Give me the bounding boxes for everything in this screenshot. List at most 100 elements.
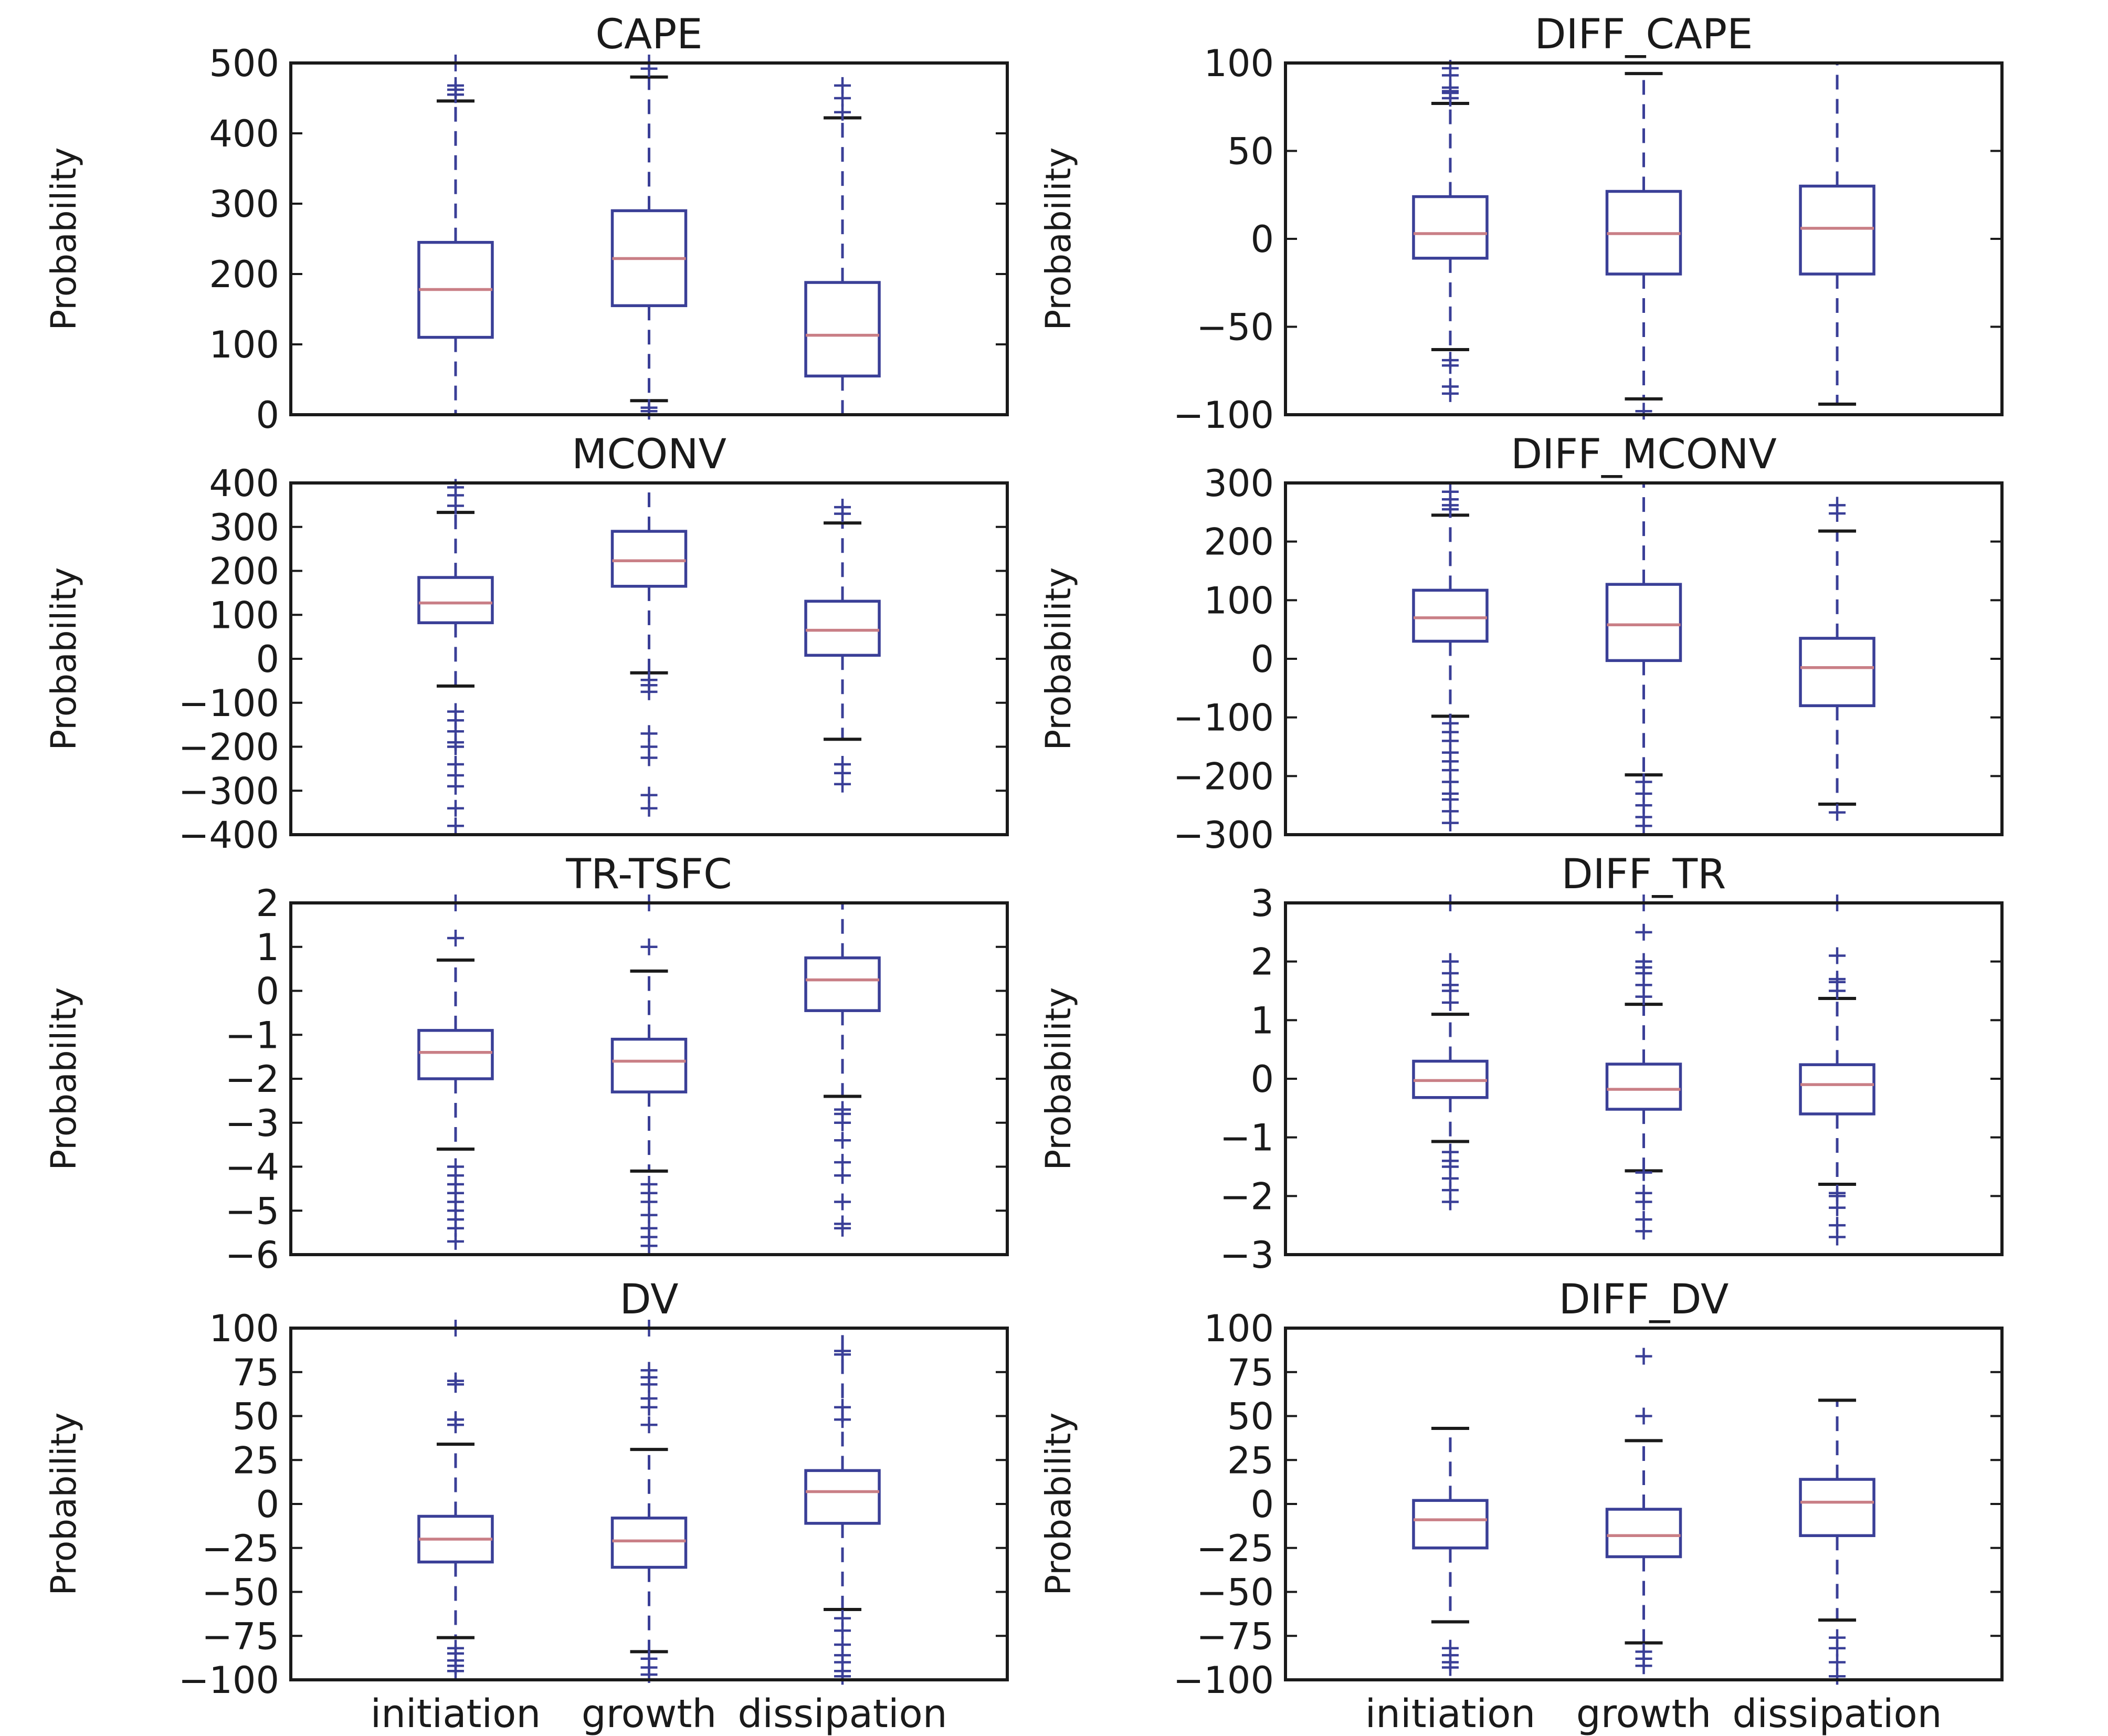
panel-6-ytick-label: −100 <box>178 1659 279 1702</box>
panel-4-frame <box>289 901 1009 1256</box>
panel-2-ytick-label: 100 <box>209 594 279 637</box>
panel-7-ytick-label: −50 <box>1196 1571 1274 1614</box>
panel-5-ytick-label: 1 <box>1250 999 1274 1042</box>
panel-3-initiation-box <box>1412 483 1489 832</box>
panel-6-dissipation-iqr-rect <box>804 1469 881 1525</box>
panel-3-ytick-label: 200 <box>1204 521 1274 564</box>
panel-4-ytick-label: −2 <box>225 1058 279 1101</box>
panel-1-initiation-iqr-rect <box>1412 195 1489 260</box>
panel-0-dissipation-iqr-rect <box>804 281 881 378</box>
panel-7-ytick-label: 50 <box>1227 1395 1274 1438</box>
panel-0-ylabel: Probability <box>44 148 84 331</box>
panel-2-ytick-label: −200 <box>178 726 279 769</box>
panel-4-initiation-box <box>417 895 494 1250</box>
panel-7-dissipation-iqr-rect <box>1799 1478 1875 1538</box>
panel-6-ytick-label: 50 <box>233 1395 279 1438</box>
panel-2-ytick-label: 300 <box>209 506 279 549</box>
panel-2: MCONV Probability −400−300−200−10001002003… <box>44 431 1009 857</box>
panel-5-growth-box <box>1605 895 1682 1240</box>
panel-7-dissipation-box <box>1799 1398 1875 1685</box>
panel-3-growth-iqr-rect <box>1605 583 1682 662</box>
panel-0-title: CAPE <box>595 11 702 58</box>
panel-1-initiation-box <box>1412 60 1489 402</box>
panel-5-growth-iqr-rect <box>1605 1062 1682 1111</box>
panel-2-ytick-label: 400 <box>209 462 279 505</box>
panel-3-ytick-label: 300 <box>1204 462 1274 505</box>
panel-3-title: DIFF_MCONV <box>1511 431 1777 478</box>
panel-2-dissipation-box <box>804 499 881 793</box>
panel-3: DIFF_MCONV Probability −300 −200 −100 0 100 200… <box>1038 431 2004 857</box>
panel-4-ytick-label: 0 <box>256 970 279 1013</box>
panel-3-ytick-label: 0 <box>1250 638 1274 681</box>
panel-2-ytick-label: −300 <box>178 770 279 813</box>
panel-1-ytick-label: 50 <box>1227 130 1274 173</box>
panel-5: DIFF_TR Probability −3 −2 −1 0 1 2 3 <box>1038 851 2004 1277</box>
panel-0-ytick-label: 300 <box>209 183 279 226</box>
panel-6-initiation-box <box>417 1320 494 1680</box>
panel-3-dissipation-box <box>1799 497 1875 821</box>
panel-2-title: MCONV <box>572 431 726 478</box>
panel-0-ytick-label: 500 <box>209 42 279 85</box>
panel-0-dissipation-box <box>804 77 881 416</box>
panel-4-dissipation-box <box>804 901 881 1237</box>
panel-5-dissipation-box <box>1799 895 1875 1246</box>
panel-3-dissipation-iqr-rect <box>1799 637 1875 708</box>
panel-3-ytick-label: 100 <box>1204 579 1274 622</box>
panel-7-ytick-label: −100 <box>1173 1659 1274 1702</box>
panel-6-xcat-dissipation: dissipation <box>737 1691 947 1736</box>
panel-3-ytick-label: −100 <box>1173 697 1274 740</box>
panel-7-title: DIFF_DV <box>1559 1276 1729 1323</box>
panel-3-frame <box>1284 481 2004 836</box>
panel-6-ytick-label: −75 <box>202 1615 279 1658</box>
panel-5-ytick-label: 2 <box>1250 941 1274 984</box>
panel-4-growth-iqr-rect <box>610 1037 688 1093</box>
panel-4-ytick-label: −3 <box>225 1102 279 1145</box>
panel-4-initiation-iqr-rect <box>417 1029 494 1080</box>
panel-2-initiation-box <box>417 479 494 835</box>
panel-4-dissipation-iqr-rect <box>804 956 881 1012</box>
panel-7-ytick-label: 100 <box>1204 1307 1274 1350</box>
panel-1-ytick-label: −100 <box>1173 394 1274 437</box>
panel-7-ytick-label: 0 <box>1250 1483 1274 1526</box>
panel-2-initiation-iqr-rect <box>417 576 494 625</box>
panel-1-ylabel: Probability <box>1038 148 1079 331</box>
panel-6-xcat-initiation: initiation <box>371 1691 541 1736</box>
panel-4-ytick-label: −6 <box>225 1234 279 1277</box>
panel-7-ylabel: Probability <box>1038 1413 1079 1596</box>
panel-2-growth-iqr-rect <box>610 530 688 588</box>
panel-7: DIFF_DV Probability −100−75−50−25025507510… <box>1038 1276 2004 1736</box>
panel-2-ytick-label: −100 <box>178 682 279 725</box>
panel-6-xcat-growth: growth <box>582 1691 716 1736</box>
panel-4-growth-box <box>610 895 688 1255</box>
panel-0-ytick-label: 100 <box>209 323 279 366</box>
panel-0: CAPE Probability 0 100 200 300 400 500 <box>44 11 1009 437</box>
panel-1-dissipation-box <box>1799 61 1875 406</box>
panel-4-ylabel: Probability <box>44 987 84 1171</box>
panel-2-ytick-label: 200 <box>209 550 279 593</box>
panel-5-dissipation-iqr-rect <box>1799 1063 1875 1116</box>
panel-7-ytick-label: −25 <box>1196 1527 1274 1570</box>
panel-0-ytick-label: 200 <box>209 253 279 296</box>
panel-2-frame <box>289 481 1009 836</box>
panel-7-growth-box <box>1605 1348 1682 1675</box>
panel-3-ylabel: Probability <box>1038 567 1079 751</box>
panel-6-growth-iqr-rect <box>610 1517 688 1569</box>
panel-5-ytick-label: −2 <box>1220 1175 1274 1218</box>
panel-6-ylabel: Probability <box>44 1413 84 1596</box>
panel-1-growth-box <box>1605 72 1682 420</box>
panel-6-ytick-label: 100 <box>209 1307 279 1350</box>
panel-4-ytick-label: −4 <box>225 1146 279 1189</box>
panel-7-frame <box>1284 1327 2004 1681</box>
panel-1-frame <box>1284 61 2004 416</box>
panel-1: DIFF_CAPE Probability −100 −50 0 50 100 <box>1038 11 2004 437</box>
panel-4-title: TR-TSFC <box>565 851 732 898</box>
panel-7-initiation-iqr-rect <box>1412 1499 1489 1550</box>
panel-3-ytick-label: −200 <box>1173 755 1274 798</box>
panel-7-xcat-initiation: initiation <box>1365 1691 1536 1736</box>
panel-6-ytick-label: 25 <box>233 1439 279 1482</box>
panel-4-ytick-label: −5 <box>225 1190 279 1233</box>
panel-5-ytick-label: −3 <box>1220 1234 1274 1277</box>
panel-7-initiation-box <box>1412 1426 1489 1676</box>
